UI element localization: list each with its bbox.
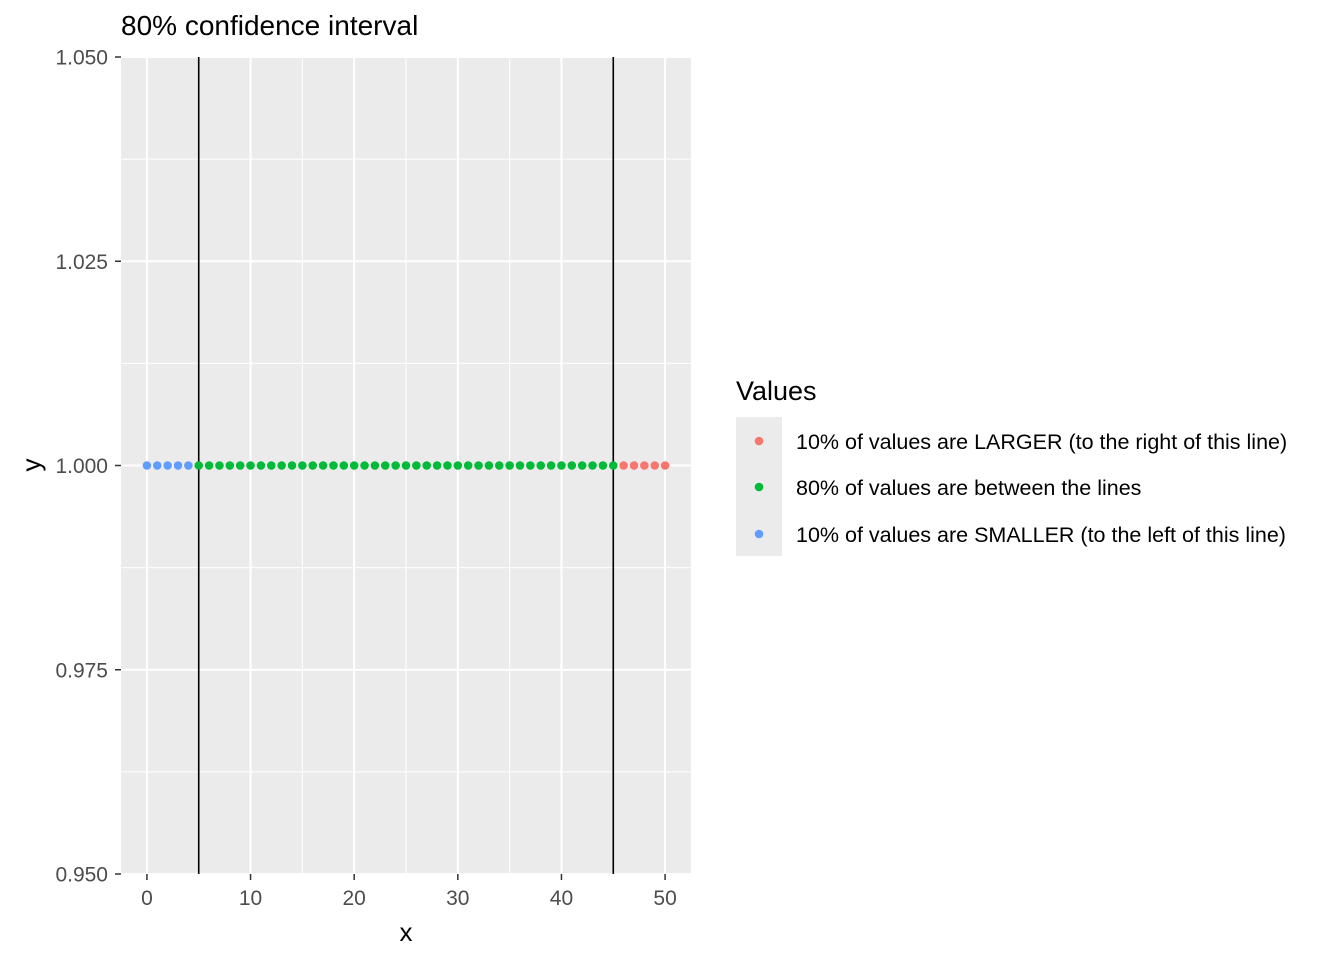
data-point (329, 461, 338, 470)
data-point (505, 461, 514, 470)
legend-key (754, 529, 764, 539)
data-point (401, 461, 411, 470)
legend-label: 80% of values are between the lines (796, 476, 1141, 500)
data-point (484, 461, 494, 470)
legend-label: 10% of values are LARGER (to the right o… (796, 430, 1287, 454)
data-point (443, 461, 452, 470)
data-point (163, 461, 172, 470)
data-point (650, 461, 660, 470)
data-point (225, 461, 235, 470)
y-axis-title: y (16, 459, 46, 472)
legend-label: 10% of values are SMALLER (to the left o… (796, 523, 1286, 547)
data-point (256, 461, 266, 470)
data-point (246, 461, 255, 470)
x-tick-label: 30 (446, 887, 469, 910)
data-point (567, 461, 577, 470)
legend-key (754, 482, 764, 492)
data-point (339, 461, 349, 470)
data-point (640, 461, 649, 470)
x-tick-label: 0 (141, 887, 153, 910)
data-point (453, 461, 463, 470)
data-point (142, 461, 152, 470)
data-point (422, 461, 432, 470)
legend: Values 10% of values are LARGER (to the … (736, 376, 1287, 556)
x-tick-label: 20 (343, 887, 366, 910)
y-tick-label: 0.975 (55, 659, 108, 682)
data-point (370, 461, 380, 470)
y-axis: 0.950 0.975 1.000 1.025 1.050 (55, 47, 121, 887)
data-point (412, 461, 421, 470)
data-point (577, 461, 587, 470)
data-point (515, 461, 525, 470)
data-point (380, 461, 390, 470)
data-point (318, 461, 328, 470)
data-point (152, 461, 162, 470)
legend-title: Values (736, 376, 817, 406)
y-tick-label: 0.950 (55, 864, 108, 887)
y-tick-label: 1.050 (55, 47, 108, 70)
data-point (598, 461, 608, 470)
data-point (494, 461, 504, 470)
data-point (526, 461, 535, 470)
x-axis-title: x (400, 917, 413, 947)
data-point (546, 461, 556, 470)
data-point (619, 461, 628, 470)
data-point (266, 461, 276, 470)
data-point (391, 461, 400, 470)
data-point (349, 461, 359, 470)
data-point (194, 461, 204, 470)
data-point (608, 461, 618, 470)
data-point (298, 461, 307, 470)
data-point (536, 461, 546, 470)
x-tick-label: 10 (239, 887, 262, 910)
x-axis: 0 10 20 30 40 50 (141, 874, 677, 910)
y-tick-label: 1.000 (55, 455, 108, 478)
data-points (142, 461, 670, 470)
data-point (629, 461, 639, 470)
data-point (432, 461, 442, 470)
data-point (360, 461, 369, 470)
data-point (588, 461, 597, 470)
data-point (474, 461, 483, 470)
legend-key (754, 436, 764, 446)
y-tick-label: 1.025 (55, 251, 108, 274)
data-point (660, 461, 670, 470)
data-point (204, 461, 214, 470)
data-point (463, 461, 473, 470)
chart-title: 80% confidence interval (121, 10, 418, 41)
data-point (557, 461, 566, 470)
data-point (308, 461, 318, 470)
data-point (184, 461, 193, 470)
x-tick-label: 50 (653, 887, 676, 910)
data-point (277, 461, 286, 470)
data-point (173, 461, 183, 470)
data-point (287, 461, 297, 470)
data-point (215, 461, 224, 470)
data-point (235, 461, 245, 470)
x-tick-label: 40 (550, 887, 573, 910)
